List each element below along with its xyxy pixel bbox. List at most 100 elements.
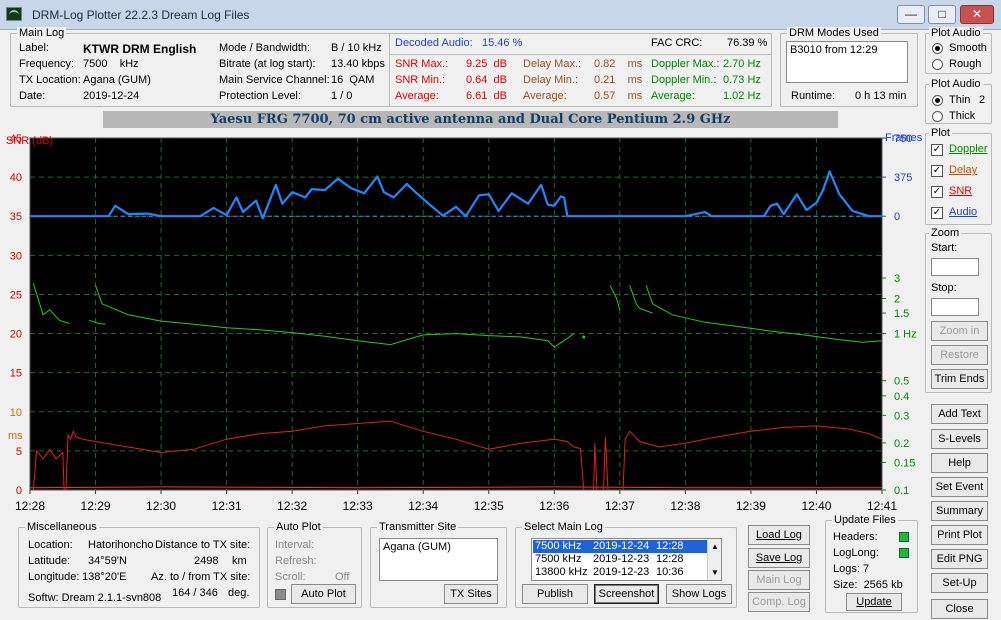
summary-button[interactable]: Summary	[931, 501, 988, 521]
main-log-button[interactable]: Main Log	[748, 570, 810, 590]
auto-plot-group: Auto Plot	[267, 521, 362, 608]
snr-tick-label: 10	[10, 407, 22, 419]
mode-key: Mode / Bandwidth:	[219, 42, 311, 54]
divider	[389, 34, 390, 106]
log-date[interactable]: 2019-12-23	[593, 553, 650, 565]
right-tick-label: 0.3	[894, 410, 909, 422]
scroll-label: Scroll:	[275, 571, 306, 583]
delay-series-line	[65, 420, 585, 491]
audio-label[interactable]: Audio	[949, 206, 978, 218]
s-levels-button[interactable]: S-Levels	[931, 429, 988, 449]
date-key: Date:	[19, 90, 46, 102]
frequency-value: 7500 kHz	[83, 58, 139, 70]
log-time[interactable]: 12:28	[656, 553, 684, 565]
latitude-key: Latitude:	[28, 555, 71, 567]
doppler-series-line	[629, 285, 653, 314]
thick-label[interactable]: Thick	[949, 110, 976, 122]
set-event-button[interactable]: Set Event	[931, 477, 988, 497]
list-scrollbar[interactable]: ▲ ▼	[707, 539, 721, 580]
set-up-button[interactable]: Set-Up	[931, 573, 988, 593]
zoom-in-button[interactable]: Zoom in	[931, 321, 988, 341]
doppler-max-key: Doppler Max.:	[651, 58, 720, 70]
location-key: Location:	[28, 539, 73, 551]
comp-log-button[interactable]: Comp. Log	[748, 592, 810, 612]
log-time[interactable]: 10:36	[656, 566, 684, 578]
audio-series-line	[30, 170, 882, 220]
thin-radio[interactable]	[932, 95, 943, 106]
close-button[interactable]: Close	[931, 599, 988, 619]
minimize-button[interactable]: —	[897, 5, 925, 24]
select-main-log-group: Select Main Log	[515, 521, 737, 608]
snr-max-value: 9.25 dB	[466, 58, 507, 70]
log-time[interactable]: 12:28	[656, 540, 684, 552]
edit-png-button[interactable]: Edit PNG	[931, 549, 988, 569]
main-log-list[interactable]: 7500 kHz 2019-12-24 12:28 7500 kHz 2019-…	[531, 538, 722, 581]
rough-radio[interactable]	[932, 59, 943, 70]
right-tick-label: 3	[894, 273, 900, 285]
delay-label[interactable]: Delay	[949, 164, 978, 176]
headers-label: Headers:	[833, 531, 878, 543]
snr-label[interactable]: SNR	[949, 185, 973, 197]
doppler-min-value: 0.73 Hz	[723, 74, 761, 86]
audio-checkbox[interactable]: ✓	[931, 207, 943, 219]
log-date[interactable]: 2019-12-24	[593, 540, 650, 552]
show-logs-button[interactable]: Show Logs	[666, 584, 732, 604]
smooth-label[interactable]: Smooth	[949, 42, 987, 54]
snr-tick-label: 35	[10, 211, 22, 223]
miscellaneous-group: Miscellaneous	[18, 521, 260, 608]
plot-audio-width-group: Plot Audio	[925, 78, 992, 124]
restore-button[interactable]: Restore	[931, 345, 988, 365]
log-freq[interactable]: 7500 kHz	[535, 553, 582, 565]
screenshot-button[interactable]: Screenshot	[594, 584, 659, 604]
msc-key: Main Service Channel:	[219, 74, 330, 86]
smooth-radio[interactable]	[932, 43, 943, 54]
right-tick-label: 0.5	[894, 376, 909, 388]
load-log-button[interactable]: Load Log	[748, 525, 810, 545]
log-date[interactable]: 2019-12-23	[593, 566, 650, 578]
maximize-button[interactable]: □	[928, 5, 956, 24]
doppler-checkbox[interactable]: ✓	[931, 144, 943, 156]
add-text-button[interactable]: Add Text	[931, 404, 988, 424]
close-window-button[interactable]: ✕	[960, 5, 994, 24]
snr-average-value: 6.61 dB	[466, 90, 507, 102]
doppler-label[interactable]: Doppler	[949, 143, 988, 155]
divider	[390, 54, 771, 55]
snr-checkbox[interactable]: ✓	[931, 186, 943, 198]
publish-button[interactable]: Publish	[522, 584, 588, 604]
tx-sites-button[interactable]: TX Sites	[444, 584, 498, 604]
thin-label[interactable]: Thin	[949, 94, 971, 106]
log-freq[interactable]: 13800 kHz	[535, 566, 588, 578]
snr-tick-label: 25	[10, 289, 22, 301]
zoom-stop-input[interactable]	[931, 298, 979, 316]
transmitter-site-entry[interactable]: Agana (GUM)	[383, 541, 451, 553]
auto-plot-button[interactable]: Auto Plot	[291, 584, 356, 604]
update-button[interactable]: Update	[846, 593, 902, 611]
loglong-label: LogLong:	[833, 547, 879, 559]
log-freq[interactable]: 7500 kHz	[535, 540, 582, 552]
line-width-value[interactable]: 2	[979, 94, 986, 106]
help-button[interactable]: Help	[931, 453, 988, 473]
doppler-series-line	[95, 285, 575, 348]
save-log-button[interactable]: Save Log	[748, 548, 810, 568]
rough-label[interactable]: Rough	[949, 58, 982, 70]
scroll-up-icon[interactable]: ▲	[711, 542, 719, 551]
x-tick-label: 12:38	[670, 499, 700, 513]
delay-axis-unit: ms	[8, 430, 23, 442]
list-item-selected[interactable]	[533, 540, 707, 553]
delay-checkbox[interactable]: ✓	[931, 165, 943, 177]
drm-mode-entry[interactable]: B3010 from 12:29	[790, 44, 878, 56]
files-size: Size: 2565 kb	[833, 579, 903, 591]
trim-ends-button[interactable]: Trim Ends	[931, 369, 988, 389]
right-tick-label: 1.5	[894, 308, 909, 320]
transmitter-site-title: Transmitter Site	[377, 521, 459, 533]
tx-location-value: Agana (GUM)	[83, 74, 151, 86]
transmitter-site-list[interactable]: Agana (GUM)	[379, 538, 498, 581]
scroll-down-icon[interactable]: ▼	[711, 568, 719, 577]
right-tick-label: 0	[894, 211, 900, 223]
x-tick-label: 12:37	[605, 499, 635, 513]
print-plot-button[interactable]: Print Plot	[931, 525, 988, 545]
zoom-start-input[interactable]	[931, 258, 979, 276]
thick-radio[interactable]	[932, 111, 943, 122]
drm-modes-list[interactable]: B3010 from 12:29	[786, 41, 908, 83]
